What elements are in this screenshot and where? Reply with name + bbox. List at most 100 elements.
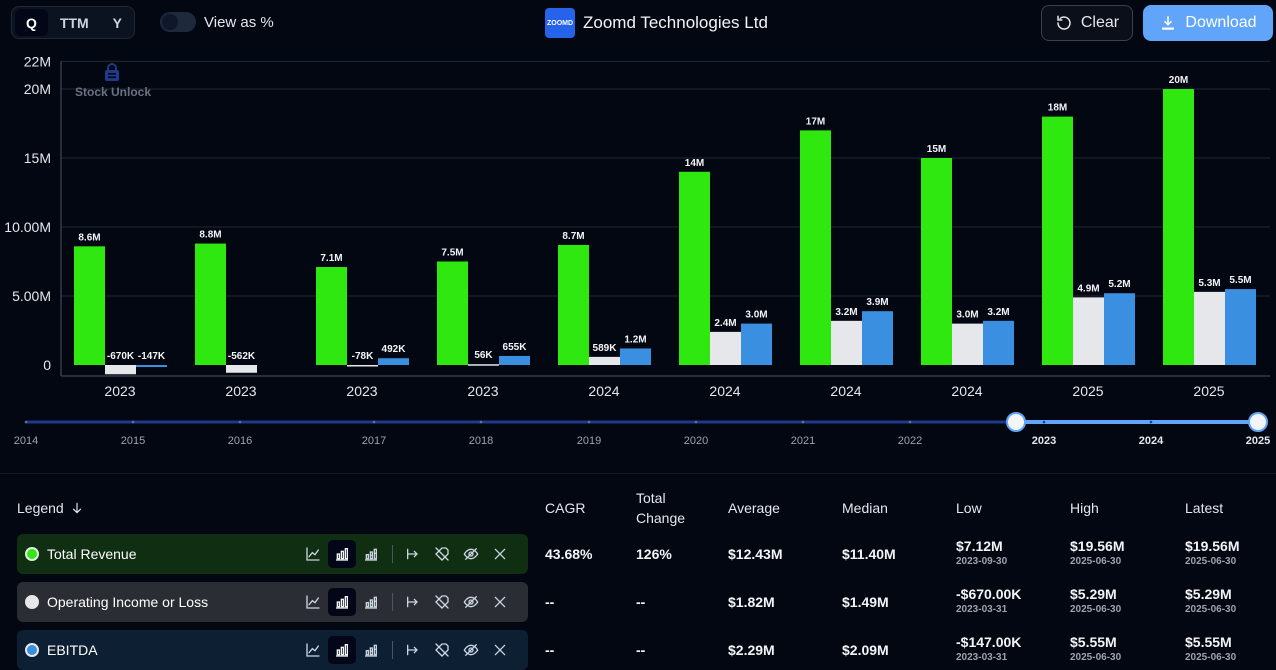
ebitda-bar[interactable] [1104, 293, 1135, 365]
legend-row-total-revenue[interactable]: Total Revenue [17, 534, 528, 574]
timeline-year-label[interactable]: 2024 [1138, 435, 1164, 447]
download-button[interactable]: Download [1143, 5, 1273, 41]
cell-date: 2025-06-30 [1185, 556, 1237, 567]
ebitda-bar[interactable] [862, 311, 893, 365]
bar-data-label: 14M [685, 158, 704, 169]
timeline-year-label[interactable]: 2020 [683, 435, 709, 447]
series-color-dot[interactable] [25, 643, 39, 657]
revenue-bar[interactable] [437, 261, 468, 366]
x-tick-label: 2024 [588, 383, 619, 399]
ebitda-bar[interactable] [378, 358, 409, 365]
revenue-bar[interactable] [558, 244, 589, 365]
ebitda-bar[interactable] [1225, 289, 1256, 365]
hide-series-icon[interactable] [457, 540, 485, 568]
period-option-ttm[interactable]: TTM [59, 14, 89, 31]
timeline-year-label[interactable]: 2014 [13, 435, 39, 447]
legend-row-operating-income[interactable]: Operating Income or Loss [17, 582, 528, 622]
bar-chart-icon[interactable] [328, 588, 356, 616]
timeline-year-label[interactable]: 2022 [897, 435, 923, 447]
period-option-q[interactable]: Q [15, 9, 48, 36]
operating-income-bar[interactable] [952, 323, 983, 365]
timeline-year-label[interactable]: 2023 [1031, 435, 1057, 447]
ebitda-bar[interactable] [741, 323, 772, 365]
operating-income-bar[interactable] [347, 365, 378, 367]
section-divider [0, 473, 1276, 474]
cell-low: $7.12M 2023-09-30 [956, 538, 1007, 567]
timeline-year-label[interactable]: 2025 [1245, 435, 1271, 447]
operating-income-bar[interactable] [831, 320, 862, 365]
remove-series-icon[interactable] [486, 540, 514, 568]
line-chart-icon[interactable] [299, 540, 327, 568]
view-as-percent-toggle[interactable] [160, 12, 196, 32]
revenue-bar[interactable] [74, 246, 105, 365]
operating-income-bar[interactable] [589, 356, 620, 365]
bar-data-label: 20M [1169, 75, 1188, 86]
cell-cagr: -- [545, 642, 554, 658]
operating-income-bar[interactable] [1194, 291, 1225, 365]
axis-arrow-icon[interactable] [399, 540, 427, 568]
timeline-year-label[interactable]: 2018 [468, 435, 494, 447]
revenue-bar[interactable] [316, 267, 347, 365]
line-chart-icon[interactable] [299, 588, 327, 616]
timeline-year-label[interactable]: 2017 [361, 435, 387, 447]
timeline-year-label[interactable]: 2015 [120, 435, 146, 447]
timeline-end-handle[interactable] [1248, 412, 1268, 432]
legend-header[interactable]: Legend [17, 500, 84, 516]
hide-label-icon[interactable] [428, 540, 456, 568]
revenue-bar[interactable] [800, 130, 831, 365]
bar-chart-icon[interactable] [328, 540, 356, 568]
revenue-bar[interactable] [195, 243, 226, 365]
col-high[interactable]: High [1070, 500, 1099, 516]
axis-arrow-icon[interactable] [399, 636, 427, 664]
legend-row-ebitda[interactable]: EBITDA [17, 630, 528, 670]
hide-series-icon[interactable] [457, 636, 485, 664]
remove-series-icon[interactable] [486, 588, 514, 616]
ebitda-bar[interactable] [983, 320, 1014, 365]
timeline-year-label[interactable]: 2019 [576, 435, 602, 447]
remove-series-icon[interactable] [486, 636, 514, 664]
operating-income-bar[interactable] [226, 365, 257, 373]
bar-chart-icon[interactable] [328, 636, 356, 664]
col-average[interactable]: Average [728, 500, 780, 516]
hide-series-icon[interactable] [457, 588, 485, 616]
col-latest[interactable]: Latest [1185, 500, 1224, 516]
clear-button[interactable]: Clear [1041, 5, 1133, 41]
operating-income-bar[interactable] [1073, 297, 1104, 365]
revenue-bar[interactable] [679, 171, 710, 365]
cell-date: 2025-06-30 [1070, 556, 1122, 567]
cell-low: -$147.00K 2023-03-31 [956, 634, 1021, 663]
bar-data-label: -78K [352, 351, 374, 362]
period-option-y[interactable]: Y [112, 14, 122, 31]
ebitda-bar[interactable] [620, 348, 651, 365]
series-color-dot[interactable] [25, 595, 39, 609]
download-label: Download [1185, 14, 1257, 31]
col-total-change[interactable]: Total Change [636, 490, 686, 526]
ebitda-bar[interactable] [499, 355, 530, 365]
stacked-bar-icon[interactable] [357, 636, 385, 664]
timeline-start-handle[interactable] [1006, 412, 1026, 432]
cell-average: $2.29M [728, 642, 775, 658]
bar-data-label: 7.5M [441, 248, 463, 259]
stacked-bar-icon[interactable] [357, 540, 385, 568]
axis-arrow-icon[interactable] [399, 588, 427, 616]
line-chart-icon[interactable] [299, 636, 327, 664]
col-low[interactable]: Low [956, 500, 982, 516]
revenue-bar[interactable] [921, 158, 952, 365]
stacked-bar-icon[interactable] [357, 588, 385, 616]
series-color-dot[interactable] [25, 547, 39, 561]
bar-data-label: 589K [593, 343, 618, 354]
hide-label-icon[interactable] [428, 636, 456, 664]
cell-median: $2.09M [842, 642, 889, 658]
timeline-year-label[interactable]: 2021 [790, 435, 816, 447]
revenue-bar[interactable] [1042, 116, 1073, 365]
col-median[interactable]: Median [842, 500, 888, 516]
operating-income-bar[interactable] [710, 331, 741, 365]
operating-income-bar[interactable] [468, 364, 499, 366]
ebitda-bar[interactable] [136, 365, 167, 368]
col-cagr[interactable]: CAGR [545, 500, 586, 516]
hide-label-icon[interactable] [428, 588, 456, 616]
revenue-bar[interactable] [1163, 89, 1194, 365]
timeline-year-label[interactable]: 2016 [227, 435, 253, 447]
operating-income-bar[interactable] [105, 365, 136, 375]
timeline-slider[interactable] [0, 410, 1276, 440]
